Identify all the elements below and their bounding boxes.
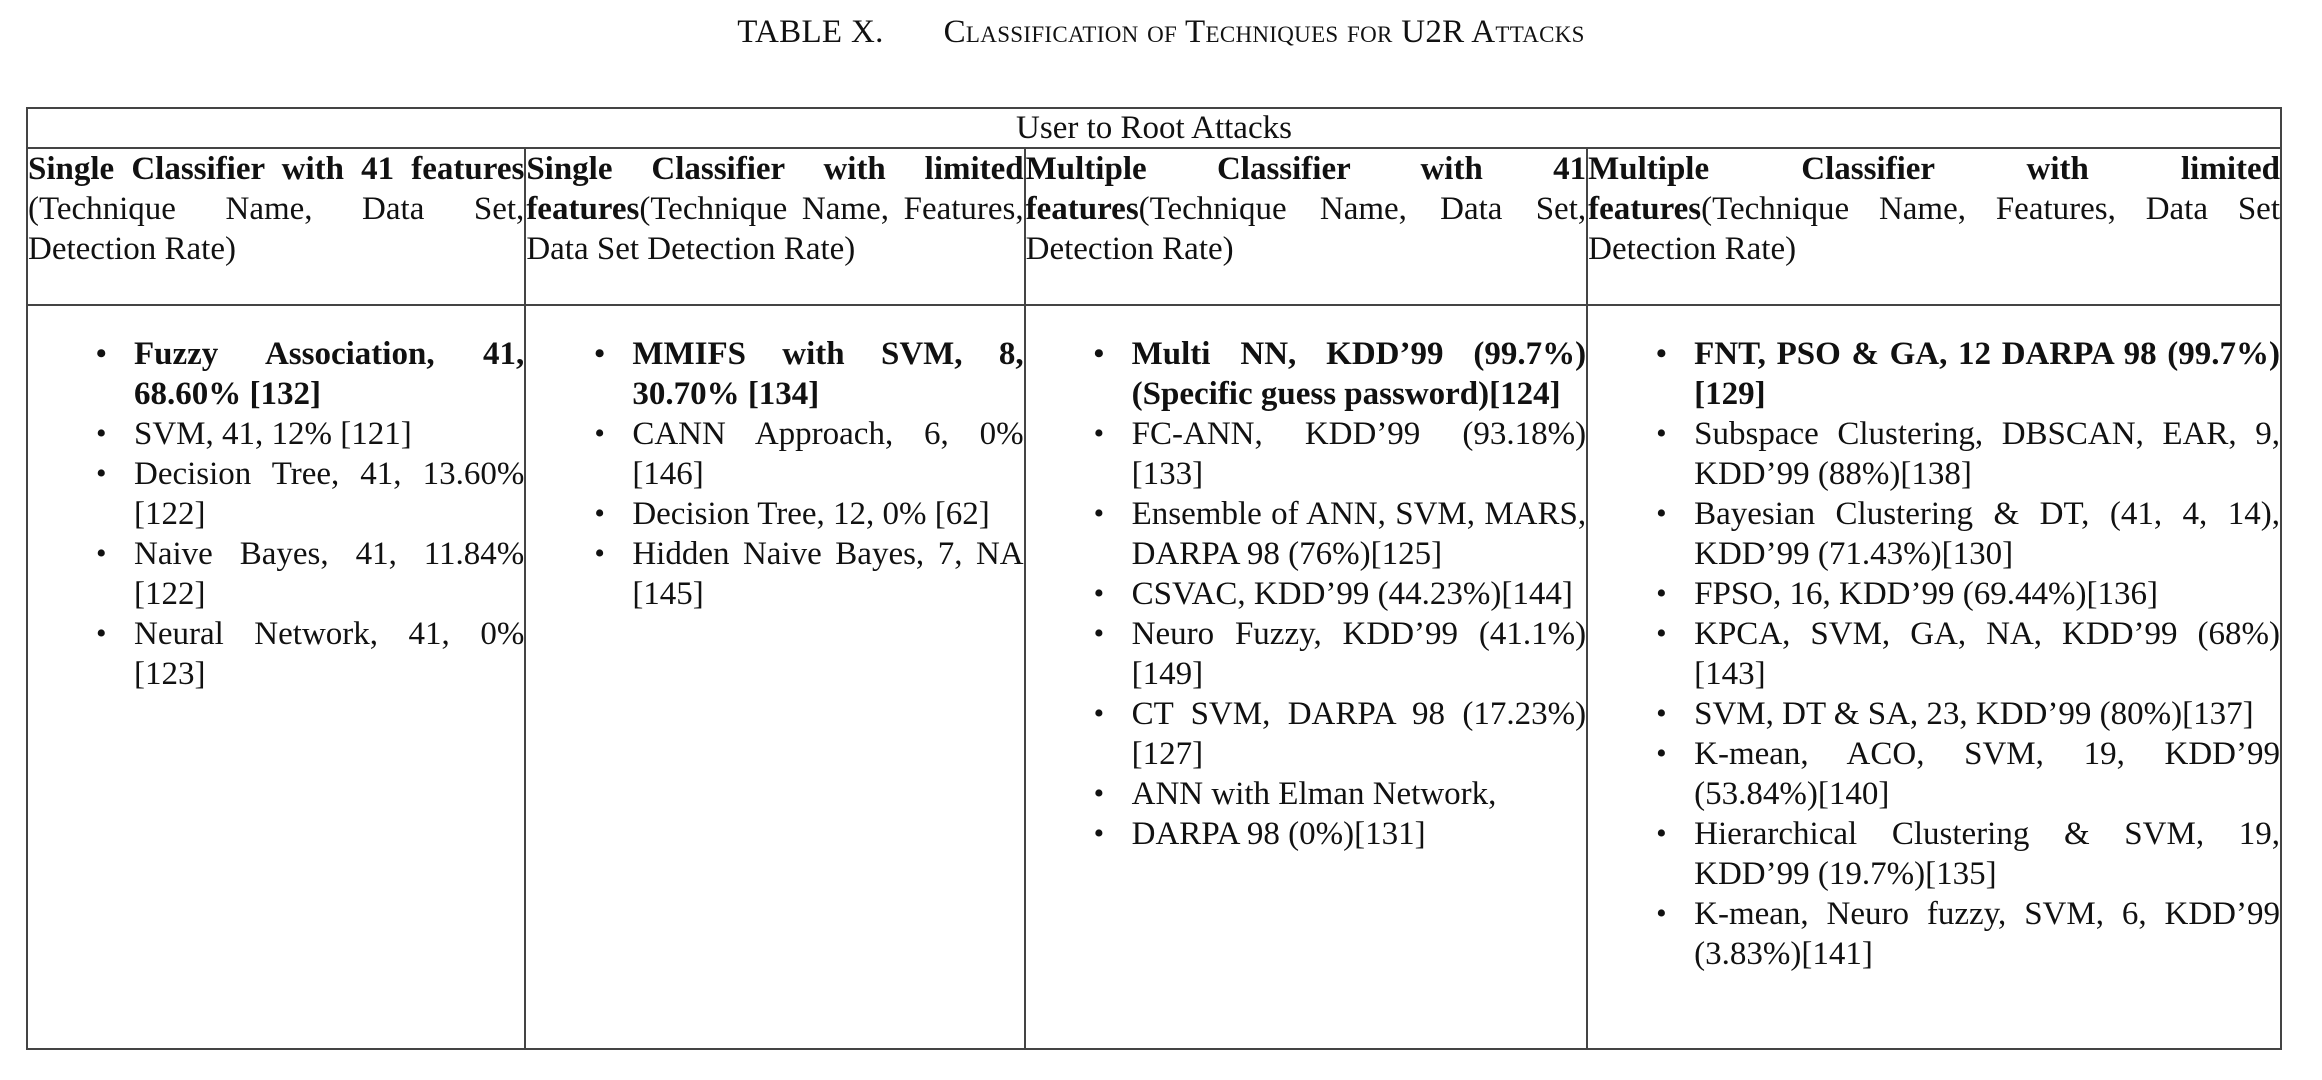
list-item: CANN Approach, 6, 0% [146] <box>526 414 1023 494</box>
table-cell: Multi NN, KDD’99 (99.7%) (Specific guess… <box>1023 304 1589 1050</box>
column-header: Single Classifier with limited features(… <box>524 147 1026 306</box>
list-item: Subspace Clustering, DBSCAN, EAR, 9, KDD… <box>1588 414 2280 494</box>
list-item: CT SVM, DARPA 98 (17.23%)[127] <box>1026 694 1586 774</box>
table-number: TABLE X. <box>737 14 884 50</box>
column-header-bold: Single Classifier with limited features <box>526 151 1024 227</box>
list-item: KPCA, SVM, GA, NA, KDD’99 (68%)[143] <box>1588 614 2280 694</box>
list-item: Bayesian Clustering & DT, (41, 4, 14), K… <box>1588 494 2280 574</box>
list-item: Hidden Naive Bayes, 7, NA [145] <box>526 534 1023 614</box>
list-item: Neural Network, 41, 0% [123] <box>28 614 524 694</box>
column-header-detail: (Technique Name, Features, Data Set Dete… <box>526 191 1024 267</box>
technique-list: Fuzzy Association, 41, 68.60% [132]SVM, … <box>28 306 524 694</box>
list-item: K-mean, ACO, SVM, 19, KDD’99 (53.84%)[14… <box>1588 734 2280 814</box>
column-header-row: Single Classifier with 41 features (Tech… <box>25 147 2282 306</box>
list-item: MMIFS with SVM, 8, 30.70% [134] <box>526 334 1023 414</box>
column-header-detail: (Technique Name, Data Set, Detection Rat… <box>28 191 525 267</box>
list-item: Fuzzy Association, 41, 68.60% [132] <box>28 334 524 414</box>
list-item: Naive Bayes, 41, 11.84% [122] <box>28 534 524 614</box>
column-header: Multiple Classifier with 41 features(Tec… <box>1023 147 1589 306</box>
table-body-row: Fuzzy Association, 41, 68.60% [132]SVM, … <box>25 304 2282 1050</box>
list-item: K-mean, Neuro fuzzy, SVM, 6, KDD’99 (3.8… <box>1588 894 2280 974</box>
table-title: Classification of Techniques for U2R Att… <box>943 14 1585 50</box>
table-caption: TABLE X. Classification of Techniques for… <box>0 12 2322 52</box>
list-item: Ensemble of ANN, SVM, MARS, DARPA 98 (76… <box>1026 494 1586 574</box>
list-item: SVM, 41, 12% [121] <box>28 414 524 454</box>
column-header-bold: Multiple Classifier with 41 features <box>1025 151 1587 227</box>
list-item: Hierarchical Clustering & SVM, 19, KDD’9… <box>1588 814 2280 894</box>
technique-list: MMIFS with SVM, 8, 30.70% [134]CANN Appr… <box>526 306 1023 614</box>
list-item: FPSO, 16, KDD’99 (69.44%)[136] <box>1588 574 2280 614</box>
table-cell: Fuzzy Association, 41, 68.60% [132]SVM, … <box>25 304 527 1050</box>
column-header-bold: Single Classifier with 41 features <box>28 151 525 187</box>
list-item: Decision Tree, 41, 13.60% [122] <box>28 454 524 534</box>
table-span-title: User to Root Attacks <box>26 107 2282 149</box>
list-item: SVM, DT & SA, 23, KDD’99 (80%)[137] <box>1588 694 2280 734</box>
table-cell: FNT, PSO & GA, 12 DARPA 98 (99.7%)[129]S… <box>1586 304 2282 1050</box>
table-title-row: User to Root Attacks <box>26 107 2282 149</box>
u2r-classification-table: User to Root Attacks Single Classifier w… <box>25 107 2282 1050</box>
column-header: Single Classifier with 41 features (Tech… <box>25 147 527 306</box>
technique-list: FNT, PSO & GA, 12 DARPA 98 (99.7%)[129]S… <box>1588 306 2280 974</box>
list-item: FC-ANN, KDD’99 (93.18%)[133] <box>1026 414 1586 494</box>
column-header: Multiple Classifier with limited feature… <box>1586 147 2282 306</box>
list-item: CSVAC, KDD’99 (44.23%)[144] <box>1026 574 1586 614</box>
column-header-detail: (Technique Name, Features, Data Set Dete… <box>1588 191 2280 267</box>
list-item: Decision Tree, 12, 0% [62] <box>526 494 1023 534</box>
list-item: ANN with Elman Network, <box>1026 774 1586 814</box>
technique-list: Multi NN, KDD’99 (99.7%) (Specific guess… <box>1026 306 1586 854</box>
list-item: Multi NN, KDD’99 (99.7%) (Specific guess… <box>1026 334 1586 414</box>
list-item: DARPA 98 (0%)[131] <box>1026 814 1586 854</box>
list-item: FNT, PSO & GA, 12 DARPA 98 (99.7%)[129] <box>1588 334 2280 414</box>
table-cell: MMIFS with SVM, 8, 30.70% [134]CANN Appr… <box>524 304 1026 1050</box>
list-item: Neuro Fuzzy, KDD’99 (41.1%)[149] <box>1026 614 1586 694</box>
column-header-bold: Multiple Classifier with limited feature… <box>1588 151 2280 227</box>
column-header-detail: (Technique Name, Data Set, Detection Rat… <box>1025 191 1587 267</box>
